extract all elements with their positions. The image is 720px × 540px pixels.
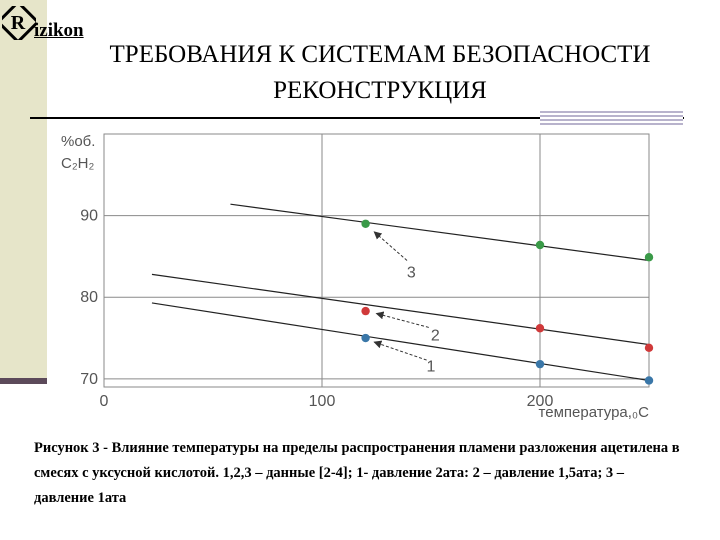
series-2-point-0	[361, 306, 370, 316]
logo-mark-icon: R	[2, 6, 36, 40]
figure-caption: Рисунок 3 - Влияние температуры на преде…	[34, 440, 680, 506]
series-2-point-1	[535, 324, 545, 333]
temperature-limit-chart: 70 80 90 0 100 200 1 2 3 %об. C₂H₂ температура,₀…	[61, 133, 654, 421]
logo-mark-letter: R	[11, 12, 26, 34]
y-axis-label-line1: %об.	[61, 133, 95, 150]
x-tick-label-200: 200	[527, 393, 554, 410]
x-tick-label-100: 100	[309, 393, 336, 410]
y-tick-label-80: 80	[80, 289, 98, 306]
series-2-label: 2	[431, 328, 440, 345]
x-axis-label: температура,₀С	[539, 404, 650, 421]
logo-text: izikon	[34, 20, 84, 41]
series-1-point-2	[644, 376, 654, 385]
series-2-trend-line	[151, 273, 650, 346]
series-1-point-0	[361, 333, 370, 343]
chart-container: 70 80 90 0 100 200 1 2 3 %об. C₂H₂ температура,₀…	[57, 130, 660, 422]
y-tick-label-90: 90	[80, 208, 98, 225]
page-title-line1: ТРЕБОВАНИЯ К СИСТЕМАМ БЕЗОПАСНОСТИ	[109, 41, 651, 68]
title-rule-accent	[540, 111, 683, 125]
page-title-line2: РЕКОНСТРУКЦИЯ	[273, 77, 487, 104]
series-2-point-2	[644, 343, 654, 353]
series-3-point-1	[535, 240, 545, 250]
left-decor-accent	[0, 378, 47, 384]
series-1-label-arrow	[373, 340, 427, 361]
series-2-label-arrow	[375, 311, 429, 328]
series-3-label-arrow	[373, 231, 408, 261]
series-3-point-0	[361, 219, 370, 228]
plot-layer: 70 80 90 0 100 200 1 2 3	[80, 133, 654, 410]
series-1-trend-line	[151, 302, 650, 382]
y-tick-label-70: 70	[80, 371, 98, 388]
rizikon-logo: R izikon	[2, 0, 84, 40]
y-axis-label-line2: C₂H₂	[61, 155, 94, 172]
series-3-point-2	[644, 253, 654, 262]
plot-frame	[103, 133, 650, 388]
series-1-label: 1	[427, 359, 436, 376]
title-rule	[30, 117, 684, 119]
series-1-point-1	[535, 359, 545, 369]
left-decor-bar	[0, 0, 47, 383]
x-tick-label-0: 0	[100, 393, 109, 410]
series-3-label: 3	[407, 265, 416, 282]
series-3-trend-line	[230, 203, 650, 262]
